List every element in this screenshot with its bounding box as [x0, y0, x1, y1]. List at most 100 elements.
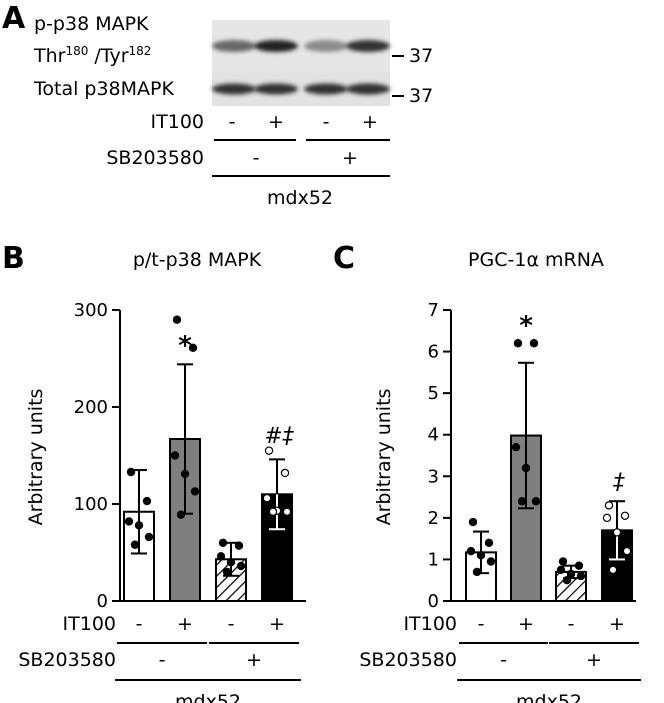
- chart-b-data-point: [188, 343, 198, 353]
- chart-c-sb203580-sign: +: [586, 649, 602, 671]
- panel-letter-a: A: [2, 1, 26, 36]
- chart-b-data-point: [226, 558, 236, 567]
- chart-b-it100-sign: -: [228, 613, 235, 635]
- chart-c-data-point: [608, 565, 618, 575]
- chart-c-data-point: [620, 511, 630, 520]
- chart-b-data-point: [280, 468, 290, 478]
- chart-c-ytick-label: 3: [428, 466, 439, 487]
- chart-c-sb203580-label: SB203580: [359, 649, 457, 671]
- blot-sb-sign-2: +: [342, 147, 358, 169]
- chart-c-significance-marker: *: [519, 311, 533, 341]
- blot-band-row1-lane3: [304, 40, 348, 52]
- blot-it100-sign-1: -: [229, 111, 236, 133]
- chart-c-it100-sign: +: [609, 613, 625, 635]
- chart-c-data-point: [612, 528, 622, 537]
- blot-it100-sign-4: +: [362, 111, 378, 133]
- chart-b-it100-sign: +: [269, 613, 285, 635]
- chart-c-data-point: [466, 546, 476, 556]
- chart-b-sb203580-sign: +: [246, 649, 262, 671]
- blot-band-row1-lane2: [254, 40, 298, 52]
- chart-b-data-point: [180, 469, 190, 479]
- chart-b-data-point: [218, 538, 228, 548]
- blot-sb203580-label: SB203580: [106, 147, 204, 169]
- chart-b: B p/t-p38 MAPK Arbitrary units 0 100 200 30…: [2, 241, 306, 703]
- chart-b-group-label: mdx52: [175, 691, 241, 703]
- panel-letter-c: C: [333, 241, 355, 276]
- chart-b-it100-sign: -: [136, 613, 143, 635]
- chart-b-sb203580-sign: -: [159, 649, 166, 671]
- chart-b-ytick-label: 200: [74, 397, 108, 418]
- chart-b-data-point: [142, 496, 152, 506]
- chart-c-data-point: [562, 576, 572, 585]
- blot-it100-sign-2: +: [268, 111, 284, 133]
- chart-c-data-point: [574, 561, 584, 570]
- chart-c-data-point: [602, 513, 612, 523]
- chart-b-data-point: [236, 561, 246, 571]
- chart-b-data-point: [234, 541, 244, 550]
- chart-b-data-point: [176, 510, 186, 519]
- chart-b-ytick-label: 300: [74, 300, 108, 321]
- blot-group-label: mdx52: [267, 187, 333, 209]
- panel-letter-b: B: [2, 241, 25, 276]
- chart-c-data-point: [476, 551, 486, 560]
- chart-b-title: p/t-p38 MAPK: [133, 249, 262, 271]
- chart-c-ytick-label: 2: [428, 508, 439, 529]
- chart-c-data-point: [484, 538, 494, 548]
- blot-band-row1-lane4: [346, 40, 390, 52]
- blot-band-row1-lane1: [212, 40, 256, 52]
- chart-c-data-point: [511, 442, 521, 452]
- chart-c-ytick-label: 0: [428, 591, 439, 612]
- chart-c-significance-marker: ‡: [613, 470, 626, 495]
- chart-c-data-point: [513, 339, 523, 348]
- chart-c-ytick-label: 6: [428, 342, 439, 363]
- blot-band-row2-lane4: [346, 83, 390, 95]
- chart-b-sb203580-label: SB203580: [18, 649, 116, 671]
- chart-c-ytick-label: 7: [428, 300, 439, 321]
- chart-c-group-label: mdx52: [516, 691, 582, 703]
- chart-b-it100-label: IT100: [63, 613, 116, 635]
- blot-marker-37-bottom: 37: [409, 85, 433, 107]
- chart-b-data-point: [130, 540, 140, 549]
- chart-c-data-point: [531, 497, 541, 506]
- chart-c-data-point: [517, 497, 527, 506]
- chart-b-data-point: [190, 487, 200, 496]
- chart-b-data-point: [144, 532, 154, 542]
- chart-b-ytick-label: 0: [97, 591, 108, 612]
- chart-c: C PGC-1α mRNA Arbitrary units 0 1 2 3 4 5 6 7 * ‡…: [333, 241, 641, 703]
- chart-c-data-point: [556, 565, 566, 575]
- chart-c-data-point: [529, 339, 539, 348]
- chart-c-sb203580-sign: -: [500, 649, 507, 671]
- chart-c-data-point: [622, 546, 632, 556]
- chart-b-data-point: [262, 493, 272, 503]
- chart-b-significance-marker: *: [178, 331, 192, 361]
- chart-c-ytick-label: 1: [428, 549, 439, 570]
- chart-c-ylabel: Arbitrary units: [373, 389, 395, 526]
- chart-c-data-point: [604, 501, 614, 510]
- chart-c-it100-sign: +: [518, 613, 534, 635]
- chart-c-ytick-label: 5: [428, 383, 439, 404]
- blot-marker-37-top: 37: [409, 45, 433, 67]
- chart-b-data-point: [126, 467, 136, 477]
- blot-it100-label: IT100: [151, 111, 204, 133]
- blot-row1-label-line2: Thr180 /Tyr182: [33, 44, 151, 67]
- chart-b-data-point: [170, 451, 180, 460]
- chart-c-data-point: [468, 517, 478, 527]
- blot-band-row2-lane3: [304, 83, 348, 95]
- chart-c-it100-label: IT100: [404, 613, 457, 635]
- chart-b-data-point: [134, 521, 144, 530]
- blot-band-row2-lane1: [212, 83, 256, 95]
- chart-c-data-point: [576, 571, 586, 581]
- chart-b-it100-sign: +: [177, 613, 193, 635]
- chart-b-ylabel: Arbitrary units: [25, 389, 47, 526]
- chart-c-title: PGC-1α mRNA: [468, 249, 604, 271]
- blot-band-row2-lane2: [254, 83, 298, 95]
- chart-c-ytick-label: 4: [428, 425, 439, 446]
- chart-c-it100-sign: -: [568, 613, 575, 635]
- chart-b-data-point: [264, 446, 274, 455]
- chart-c-data-point: [521, 463, 531, 473]
- blot-sb-sign-1: -: [253, 147, 260, 169]
- chart-c-data-point: [472, 567, 482, 577]
- chart-b-data-point: [222, 567, 232, 577]
- blot-panel: A p-p38 MAPK Thr180 /Tyr182 Total p38MAP…: [2, 1, 433, 209]
- chart-b-data-point: [124, 517, 134, 526]
